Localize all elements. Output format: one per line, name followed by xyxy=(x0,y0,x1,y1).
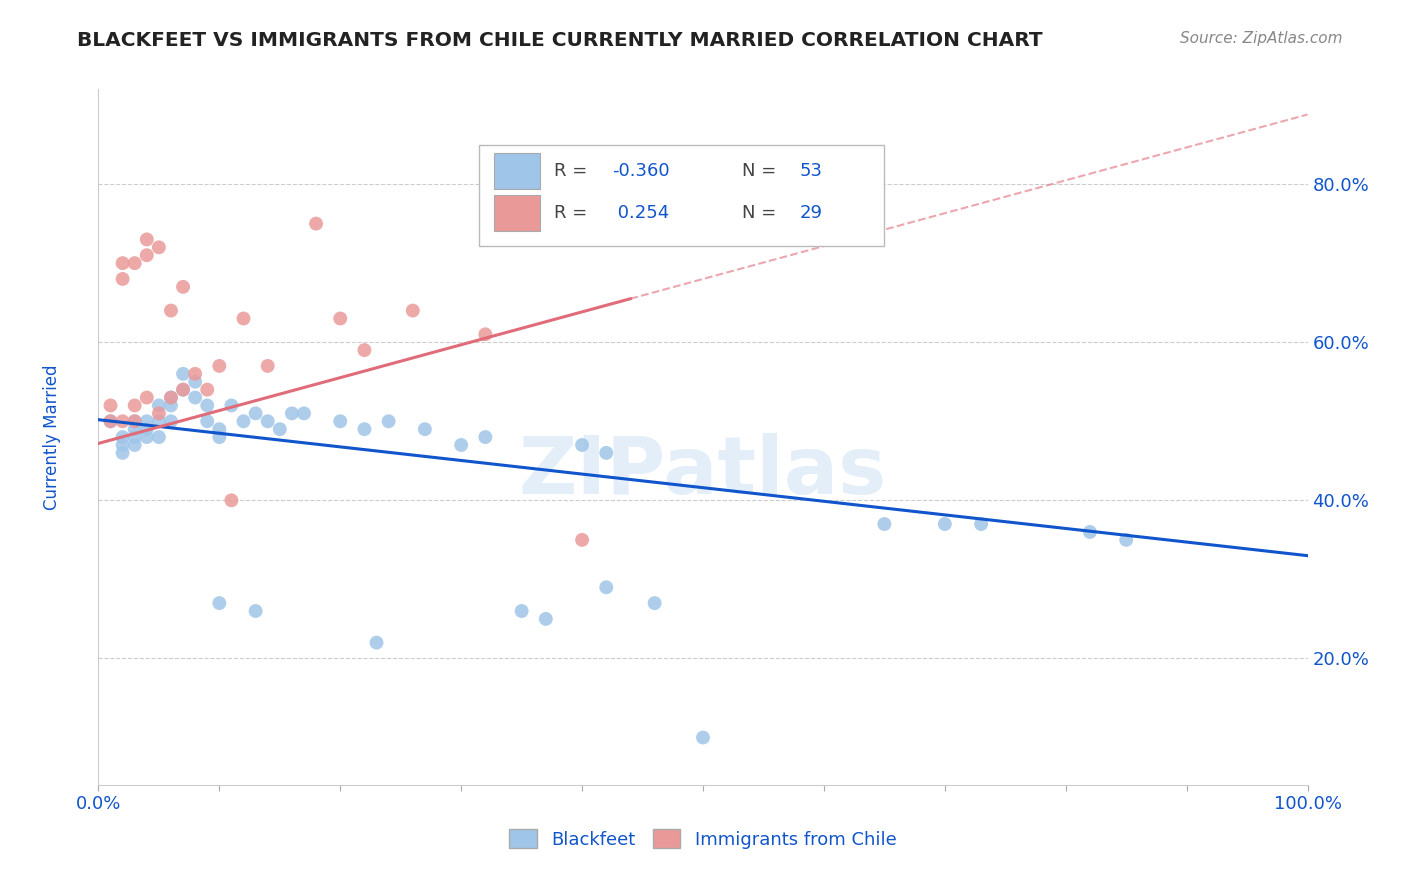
Point xyxy=(148,414,170,428)
Point xyxy=(111,430,134,444)
Point xyxy=(184,375,207,389)
Point xyxy=(256,359,278,373)
Point xyxy=(232,311,254,326)
Point xyxy=(172,367,194,381)
Point xyxy=(124,414,146,428)
Point xyxy=(111,256,134,270)
Point xyxy=(111,272,134,286)
Point xyxy=(135,391,157,405)
Point xyxy=(124,438,146,452)
Text: 29: 29 xyxy=(800,204,823,222)
Point xyxy=(377,414,399,428)
Point xyxy=(124,414,146,428)
Point xyxy=(208,422,231,436)
Text: R =: R = xyxy=(554,162,593,180)
Point xyxy=(135,232,157,246)
Point xyxy=(221,493,243,508)
Point xyxy=(160,399,183,413)
Point xyxy=(450,438,472,452)
Point xyxy=(148,430,170,444)
Point xyxy=(571,438,593,452)
Point xyxy=(970,516,993,531)
Point xyxy=(595,446,617,460)
Text: 0.254: 0.254 xyxy=(613,204,669,222)
Point xyxy=(135,422,157,436)
Text: 53: 53 xyxy=(800,162,823,180)
Point xyxy=(353,422,375,436)
Point xyxy=(160,391,183,405)
Point xyxy=(256,414,278,428)
Point xyxy=(510,604,533,618)
Point xyxy=(474,327,496,342)
Point xyxy=(124,430,146,444)
Point xyxy=(124,256,146,270)
FancyBboxPatch shape xyxy=(494,195,540,231)
Point xyxy=(100,399,122,413)
Point xyxy=(245,406,267,420)
Text: -0.360: -0.360 xyxy=(613,162,669,180)
Legend: Blackfeet, Immigrants from Chile: Blackfeet, Immigrants from Chile xyxy=(502,822,904,856)
Point xyxy=(148,399,170,413)
Point xyxy=(366,635,388,649)
Point xyxy=(595,580,617,594)
Point xyxy=(208,430,231,444)
Point xyxy=(111,414,134,428)
Text: R =: R = xyxy=(554,204,593,222)
Point xyxy=(124,399,146,413)
Point xyxy=(221,399,243,413)
Point xyxy=(160,303,183,318)
Point xyxy=(124,422,146,436)
Point xyxy=(305,217,328,231)
FancyBboxPatch shape xyxy=(494,153,540,189)
Point xyxy=(413,422,436,436)
Point xyxy=(172,383,194,397)
Text: ZIPatlas: ZIPatlas xyxy=(519,433,887,511)
Point xyxy=(353,343,375,357)
Point xyxy=(100,414,122,428)
Point xyxy=(184,367,207,381)
Point xyxy=(195,399,218,413)
Point xyxy=(269,422,291,436)
Point xyxy=(644,596,666,610)
Point xyxy=(232,414,254,428)
Text: BLACKFEET VS IMMIGRANTS FROM CHILE CURRENTLY MARRIED CORRELATION CHART: BLACKFEET VS IMMIGRANTS FROM CHILE CURRE… xyxy=(77,31,1043,50)
Text: N =: N = xyxy=(742,162,782,180)
Point xyxy=(329,414,352,428)
Point xyxy=(329,311,352,326)
Point xyxy=(195,383,218,397)
Text: Source: ZipAtlas.com: Source: ZipAtlas.com xyxy=(1180,31,1343,46)
Point xyxy=(135,414,157,428)
Point xyxy=(1115,533,1137,547)
Point xyxy=(160,414,183,428)
Point xyxy=(184,391,207,405)
Point xyxy=(135,248,157,262)
Point xyxy=(245,604,267,618)
Point xyxy=(172,280,194,294)
Text: N =: N = xyxy=(742,204,782,222)
Point xyxy=(148,406,170,420)
Point xyxy=(195,414,218,428)
Point xyxy=(873,516,896,531)
Point xyxy=(148,240,170,254)
Point xyxy=(111,438,134,452)
Point xyxy=(281,406,304,420)
Text: Currently Married: Currently Married xyxy=(44,364,62,510)
Point xyxy=(934,516,956,531)
Point xyxy=(1078,524,1101,539)
Point xyxy=(571,533,593,547)
Point xyxy=(208,596,231,610)
Point xyxy=(111,446,134,460)
Point xyxy=(292,406,315,420)
Point xyxy=(692,731,714,745)
Point xyxy=(474,430,496,444)
FancyBboxPatch shape xyxy=(479,145,884,245)
Point xyxy=(160,391,183,405)
Point xyxy=(402,303,425,318)
Point xyxy=(208,359,231,373)
Point xyxy=(172,383,194,397)
Point xyxy=(100,414,122,428)
Point xyxy=(135,430,157,444)
Point xyxy=(534,612,557,626)
